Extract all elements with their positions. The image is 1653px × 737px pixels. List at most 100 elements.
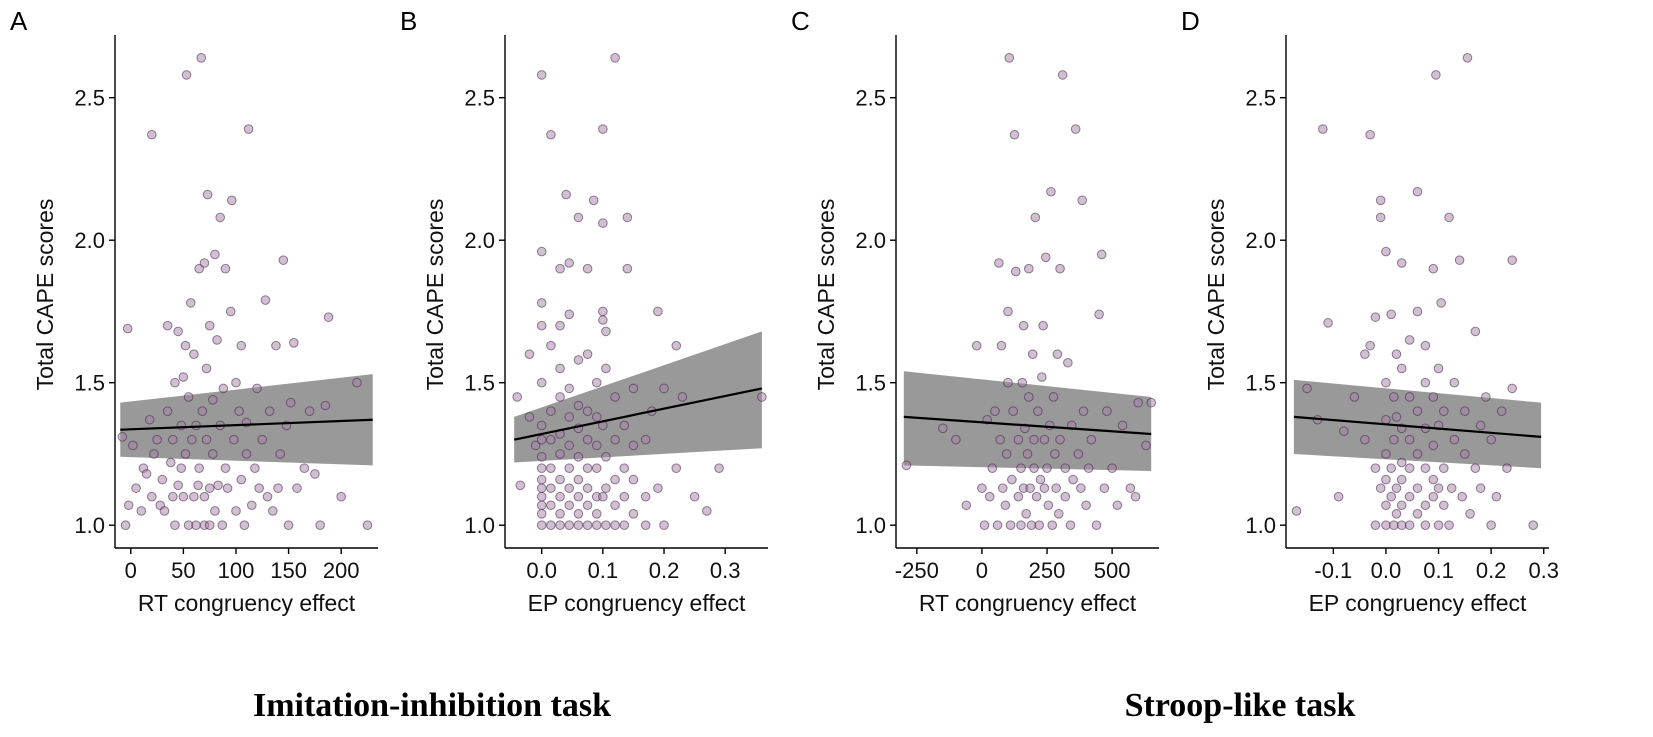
data-point: [252, 383, 262, 394]
data-point: [1420, 463, 1431, 474]
data-point: [264, 406, 275, 417]
data-point: [271, 340, 281, 351]
data-point: [1003, 377, 1013, 388]
data-point: [1031, 491, 1042, 502]
data-point: [1375, 212, 1386, 223]
data-point: [1436, 298, 1446, 308]
data-point: [196, 53, 207, 63]
data-point: [304, 406, 315, 417]
data-point: [997, 483, 1008, 493]
x-tick-label: 0.2: [649, 558, 680, 583]
data-point: [689, 491, 700, 502]
data-point: [234, 406, 244, 417]
data-point: [1042, 463, 1052, 474]
data-point: [239, 520, 250, 531]
data-point: [640, 491, 651, 502]
data-point: [598, 124, 608, 134]
data-point: [201, 434, 212, 445]
data-point: [141, 469, 152, 479]
data-point: [236, 474, 247, 485]
data-point: [591, 412, 602, 422]
y-tick-label: 2.0: [1245, 228, 1276, 253]
data-point: [601, 483, 611, 493]
data-point: [994, 258, 1004, 268]
y-tick-label: 1.5: [464, 371, 495, 396]
data-point: [194, 463, 204, 474]
data-point: [564, 309, 575, 320]
panel-letter-b: B: [400, 6, 417, 36]
data-point: [1016, 520, 1026, 531]
data-point: [1475, 483, 1486, 493]
data-point: [536, 509, 547, 519]
data-point: [546, 463, 556, 474]
x-tick-label: 0: [976, 558, 988, 583]
x-tick-label: 0.0: [1371, 558, 1402, 583]
data-point: [1449, 434, 1460, 445]
data-point: [178, 491, 189, 502]
data-point: [1076, 483, 1086, 493]
data-point: [1091, 520, 1102, 531]
data-point: [131, 483, 141, 493]
data-point: [162, 320, 173, 331]
data-point: [254, 483, 264, 493]
data-point: [1391, 412, 1402, 422]
data-point: [1065, 520, 1076, 531]
data-point: [268, 506, 278, 516]
data-point: [938, 423, 948, 434]
data-point: [1001, 449, 1012, 459]
data-point: [1022, 449, 1033, 459]
data-point: [1055, 434, 1065, 445]
x-tick-label: 0.3: [710, 558, 741, 583]
data-point: [180, 340, 191, 351]
data-point: [1047, 520, 1058, 531]
data-point: [128, 440, 138, 451]
data-point: [1465, 509, 1475, 519]
data-point: [1060, 491, 1071, 502]
data-point: [1102, 406, 1112, 417]
data-point: [362, 520, 373, 531]
data-point: [536, 452, 547, 462]
data-point: [315, 520, 325, 531]
data-point: [591, 377, 602, 388]
data-point: [1017, 377, 1028, 388]
data-point: [352, 377, 362, 388]
data-point: [1412, 449, 1423, 459]
data-point: [536, 434, 547, 445]
data-point: [159, 506, 170, 516]
data-point: [1030, 212, 1041, 223]
data-point: [183, 392, 194, 402]
confidence-band: [903, 371, 1152, 472]
data-point: [191, 520, 201, 531]
data-point: [1040, 252, 1051, 263]
data-point: [152, 434, 162, 445]
data-point: [1077, 195, 1087, 206]
data-point: [1404, 520, 1415, 531]
y-tick-label: 1.0: [74, 513, 105, 538]
data-point: [1470, 326, 1481, 337]
data-point: [1055, 263, 1065, 274]
data-point: [628, 474, 639, 485]
data-point: [564, 258, 575, 268]
y-tick-label: 1.5: [74, 371, 105, 396]
data-point: [1389, 392, 1399, 402]
data-point: [170, 520, 180, 531]
data-point: [555, 520, 565, 531]
panel-a: A 1.0 1.5 2.0 2.5 0 50 100 150 200 RT congruency e…: [10, 6, 378, 616]
data-point: [229, 434, 239, 445]
data-point: [564, 463, 575, 474]
data-point: [1081, 500, 1091, 511]
data-point: [122, 323, 133, 334]
data-point: [984, 491, 995, 502]
data-point: [144, 414, 155, 425]
data-point: [1428, 474, 1439, 485]
data-point: [961, 500, 972, 511]
data-point: [1107, 463, 1117, 474]
data-point: [218, 383, 229, 394]
data-point: [1004, 53, 1015, 63]
data-point: [995, 434, 1005, 445]
data-point: [283, 520, 294, 531]
data-point: [1005, 520, 1016, 531]
data-point: [628, 383, 639, 394]
data-point: [610, 53, 620, 63]
data-point: [1486, 520, 1496, 531]
